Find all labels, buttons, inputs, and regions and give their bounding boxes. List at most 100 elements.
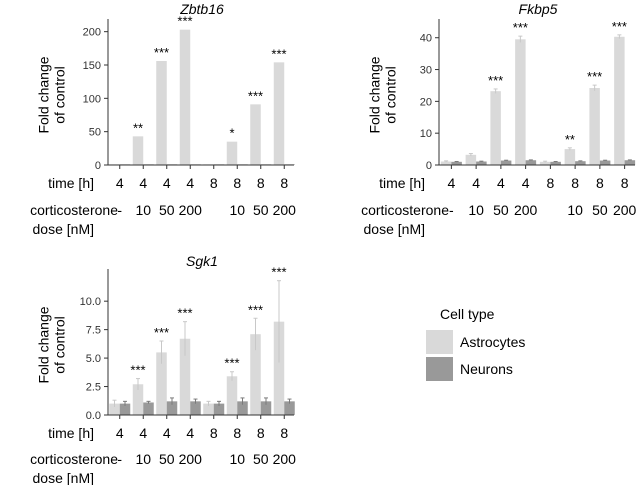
bar-astrocytes [614, 36, 625, 165]
dose-label: 200 [613, 202, 637, 218]
legend-label-astrocytes: Astrocytes [460, 334, 525, 350]
y-axis-label: Fold changeof control [366, 56, 398, 133]
chart-title: Sgk1 [186, 253, 218, 269]
time-label: 8 [210, 425, 218, 441]
dose-label: 200 [179, 202, 203, 218]
y-tick-label: 40 [420, 33, 432, 45]
y-tick-label: 20 [420, 96, 432, 108]
dose-label: 10 [135, 202, 151, 218]
dose-label: 10 [468, 202, 484, 218]
y-tick-label: 2.5 [86, 382, 101, 394]
bar-astrocytes [564, 149, 576, 165]
bar-neurons [190, 401, 201, 415]
dose-row-label-line2: dose [nM] [33, 221, 94, 237]
bar-astrocytes [539, 161, 551, 165]
bar-astrocytes [179, 338, 191, 415]
bar-neurons [260, 401, 272, 415]
dose-label: 200 [273, 451, 297, 467]
y-tick-label: 200 [83, 27, 101, 39]
legend-swatch-astrocytes [426, 330, 453, 354]
bar-neurons [143, 402, 154, 415]
dose-row-label-line2: dose [nM] [364, 221, 425, 237]
dose-label: 200 [179, 451, 203, 467]
time-label: 4 [497, 175, 505, 191]
bar-astrocytes [273, 62, 285, 166]
time-row-label: time [h] [48, 175, 94, 191]
bar-astrocytes [109, 403, 120, 415]
y-axis-label: Fold changeof control [35, 56, 67, 133]
y-tick-label: 0 [95, 160, 101, 172]
bar-neurons [476, 161, 487, 165]
dose-row-label-line1: corticosterone [361, 202, 449, 218]
y-tick-label: 30 [420, 65, 432, 77]
y-axis-label: Fold changeof control [35, 306, 67, 383]
bar-neurons [213, 403, 225, 415]
dose-row-label-line2: dose [nM] [33, 470, 94, 485]
dose-label: 200 [273, 202, 297, 218]
dose-label: 10 [135, 451, 151, 467]
time-label: 8 [257, 175, 265, 191]
chart-sgk1: Sgk1 Fold changeof control 0.0 2.5 5.0 7.5 10.… [30, 253, 296, 485]
dose-label: 50 [592, 202, 608, 218]
dose-row-label-line1: corticosterone [30, 451, 118, 467]
significance-label: ** [565, 132, 575, 147]
legend: Cell type Astrocytes Neurons [426, 306, 525, 381]
bar-neurons [119, 403, 131, 415]
dose-label: 10 [229, 202, 245, 218]
bar-astrocytes [203, 403, 214, 415]
time-row-label: time [h] [48, 425, 94, 441]
legend-title: Cell type [440, 306, 495, 322]
bar-neurons [284, 401, 295, 415]
dose-label: 50 [159, 451, 175, 467]
significance-label: *** [271, 265, 286, 280]
y-tick-label: 0 [426, 160, 432, 172]
bar-astrocytes [250, 104, 261, 165]
dose-label: 200 [514, 202, 538, 218]
time-label: 8 [257, 425, 265, 441]
time-row-label: time [h] [379, 175, 425, 191]
time-label: 8 [571, 175, 579, 191]
significance-label: *** [130, 363, 145, 378]
chart-title: Fkbp5 [519, 1, 558, 17]
y-tick-label: 100 [83, 93, 101, 105]
time-label: 8 [210, 175, 218, 191]
significance-label: *** [177, 306, 192, 321]
time-label: 4 [163, 175, 171, 191]
time-label: 4 [447, 175, 455, 191]
dose-label: - [117, 202, 122, 218]
dose-row-label-line1: corticosterone [30, 202, 118, 218]
significance-label: *** [612, 19, 627, 34]
time-label: 8 [280, 425, 288, 441]
dose-label: - [117, 451, 122, 467]
bar-neurons [500, 160, 512, 165]
time-label: 8 [546, 175, 554, 191]
bar-astrocytes [440, 161, 452, 165]
dose-label: 10 [229, 451, 245, 467]
significance-label: *** [248, 302, 263, 317]
bar-neurons [575, 161, 586, 165]
time-label: 8 [596, 175, 604, 191]
time-label: 8 [233, 425, 241, 441]
y-tick-label: 10 [420, 128, 432, 140]
bar-astrocytes [156, 61, 167, 165]
legend-label-neurons: Neurons [460, 361, 513, 377]
dose-label: - [449, 202, 454, 218]
time-label: 4 [186, 425, 194, 441]
bar-neurons [550, 161, 561, 165]
legend-swatch-neurons [426, 357, 453, 381]
dose-label: 50 [253, 451, 269, 467]
time-label: 4 [186, 175, 194, 191]
significance-label: *** [154, 325, 169, 340]
bar-neurons [166, 401, 178, 415]
bar-neurons [237, 401, 248, 415]
chart-fkbp5: Fkbp5 Fold changeof control 0 10 20 30 40 4 - 4 10… [361, 1, 636, 237]
significance-label: * [229, 126, 234, 141]
y-tick-label: 7.5 [86, 325, 101, 337]
significance-label: *** [177, 14, 192, 29]
y-tick-label: 150 [83, 60, 101, 72]
bar-astrocytes [515, 39, 526, 166]
time-label: 4 [139, 425, 147, 441]
time-label: 4 [116, 175, 124, 191]
significance-label: ** [133, 120, 143, 135]
